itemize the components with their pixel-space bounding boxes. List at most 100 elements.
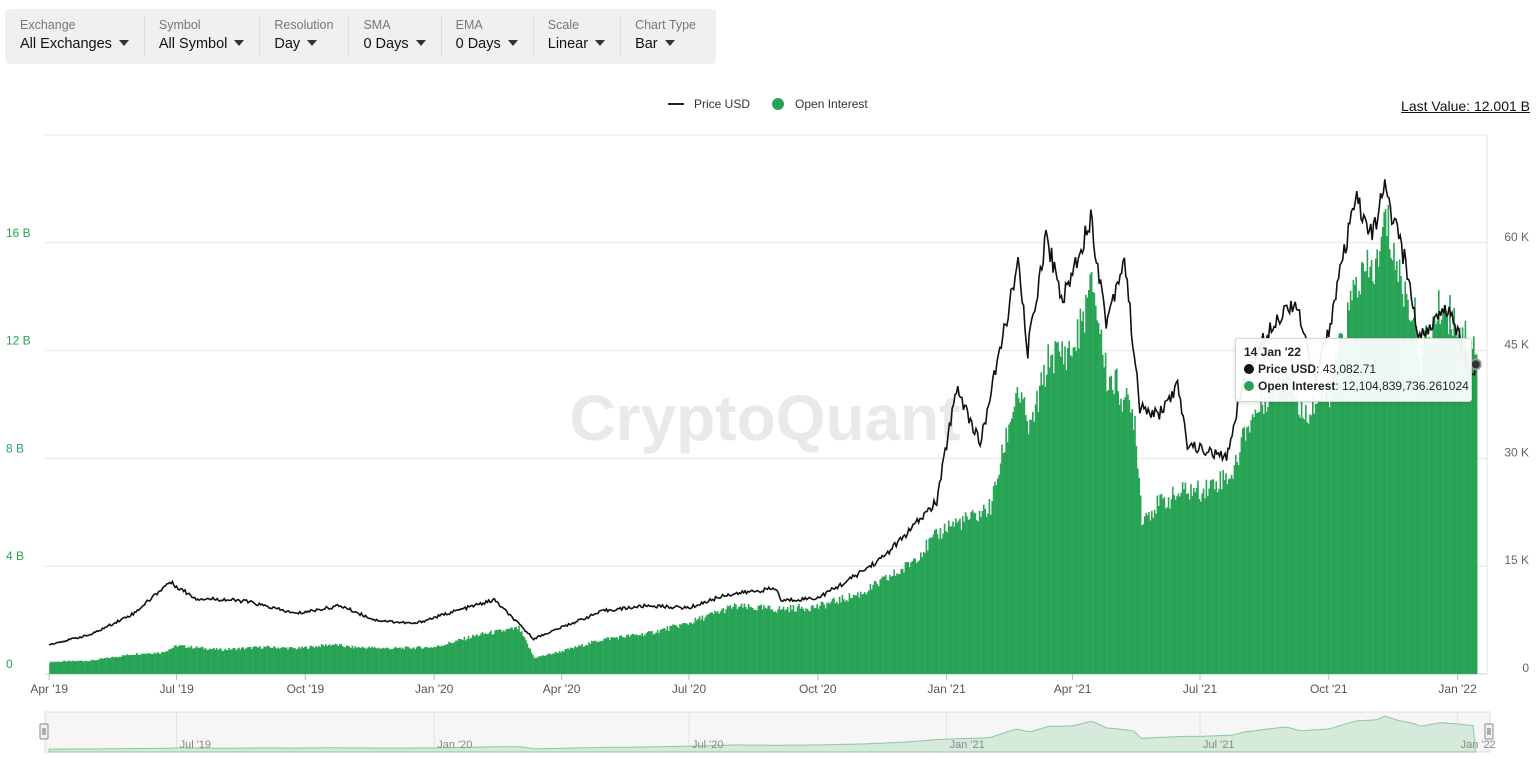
open-interest-bar[interactable]: [1228, 479, 1230, 674]
open-interest-bar[interactable]: [1414, 297, 1416, 674]
open-interest-bar[interactable]: [262, 648, 264, 674]
open-interest-bar[interactable]: [1029, 419, 1031, 674]
open-interest-bar[interactable]: [1183, 489, 1185, 674]
open-interest-bar[interactable]: [1214, 489, 1216, 674]
price-legend-label[interactable]: Price USD: [694, 97, 751, 111]
open-interest-bar[interactable]: [456, 640, 459, 674]
open-interest-bar[interactable]: [656, 629, 659, 674]
open-interest-bar[interactable]: [1253, 417, 1255, 674]
open-interest-bar[interactable]: [430, 647, 432, 674]
open-interest-bar[interactable]: [577, 646, 579, 674]
open-interest-bar[interactable]: [353, 648, 355, 674]
open-interest-bar[interactable]: [354, 646, 356, 674]
open-interest-bar[interactable]: [754, 609, 757, 674]
open-interest-bar[interactable]: [161, 651, 163, 674]
open-interest-bar[interactable]: [50, 661, 53, 674]
open-interest-bar[interactable]: [1072, 347, 1075, 674]
open-interest-bar[interactable]: [231, 649, 233, 674]
open-interest-bar[interactable]: [962, 516, 964, 674]
open-interest-bar[interactable]: [882, 576, 884, 674]
open-interest-bar[interactable]: [276, 648, 278, 674]
open-interest-bar[interactable]: [1337, 352, 1339, 674]
open-interest-bar[interactable]: [521, 631, 523, 674]
open-interest-bar[interactable]: [739, 606, 741, 674]
open-interest-bar[interactable]: [816, 604, 818, 674]
open-interest-bar[interactable]: [855, 595, 858, 674]
open-interest-bar[interactable]: [229, 649, 232, 674]
open-interest-bar[interactable]: [694, 617, 697, 674]
open-interest-bar[interactable]: [1288, 374, 1290, 674]
open-interest-bar[interactable]: [621, 637, 624, 674]
open-interest-bar[interactable]: [750, 607, 753, 674]
open-interest-bar[interactable]: [610, 637, 613, 674]
open-interest-bar[interactable]: [1001, 444, 1003, 674]
open-interest-bar[interactable]: [556, 652, 558, 674]
open-interest-bar[interactable]: [432, 647, 435, 674]
open-interest-bar[interactable]: [472, 634, 474, 674]
open-interest-bar[interactable]: [1296, 402, 1299, 674]
open-interest-bar[interactable]: [722, 608, 725, 674]
open-interest-bar[interactable]: [1302, 417, 1304, 674]
open-interest-bar[interactable]: [1450, 329, 1453, 674]
open-interest-bar[interactable]: [551, 653, 554, 674]
open-interest-bar[interactable]: [120, 656, 123, 674]
open-interest-bar[interactable]: [171, 648, 173, 674]
open-interest-bar[interactable]: [901, 568, 904, 674]
open-interest-bar[interactable]: [451, 642, 453, 674]
open-interest-bar[interactable]: [1398, 259, 1401, 674]
open-interest-bar[interactable]: [529, 648, 531, 674]
open-interest-bar[interactable]: [1170, 499, 1173, 674]
open-interest-bar[interactable]: [467, 636, 470, 674]
open-interest-bar[interactable]: [332, 644, 334, 674]
open-interest-bar[interactable]: [732, 606, 734, 674]
open-interest-bar[interactable]: [851, 598, 853, 674]
open-interest-bar[interactable]: [225, 649, 228, 674]
open-interest-bar[interactable]: [641, 633, 643, 674]
open-interest-bar[interactable]: [1349, 290, 1352, 674]
open-interest-bar[interactable]: [340, 644, 342, 674]
open-interest-bar[interactable]: [1118, 404, 1121, 674]
open-interest-bar[interactable]: [857, 592, 859, 674]
open-interest-bar[interactable]: [341, 646, 344, 674]
open-interest-bar[interactable]: [820, 601, 823, 674]
open-interest-bar[interactable]: [1193, 488, 1195, 674]
open-interest-bar[interactable]: [911, 560, 914, 674]
open-interest-bar[interactable]: [91, 659, 93, 674]
open-interest-bar[interactable]: [1111, 389, 1114, 674]
open-interest-bar[interactable]: [850, 598, 852, 674]
open-interest-bar[interactable]: [445, 644, 447, 674]
open-interest-bar[interactable]: [929, 537, 932, 674]
open-interest-bar[interactable]: [455, 640, 457, 674]
open-interest-bar[interactable]: [1018, 398, 1020, 674]
open-interest-bar[interactable]: [1341, 334, 1343, 674]
open-interest-bar[interactable]: [1372, 281, 1374, 674]
open-interest-bar[interactable]: [206, 649, 208, 674]
open-interest-bar[interactable]: [596, 642, 599, 674]
open-interest-bar[interactable]: [528, 647, 530, 674]
open-interest-bar[interactable]: [970, 511, 972, 674]
open-interest-bar[interactable]: [925, 539, 928, 674]
open-interest-bar[interactable]: [585, 644, 587, 674]
open-interest-bar[interactable]: [1281, 379, 1283, 674]
open-interest-bar[interactable]: [199, 647, 201, 674]
open-interest-bar[interactable]: [166, 651, 169, 674]
open-interest-bar[interactable]: [600, 640, 603, 674]
open-interest-bar[interactable]: [1148, 512, 1150, 674]
open-interest-bar[interactable]: [1391, 260, 1394, 674]
open-interest-bar[interactable]: [724, 613, 726, 674]
open-interest-bar[interactable]: [411, 648, 414, 674]
open-interest-bar[interactable]: [1411, 320, 1413, 674]
open-interest-bar[interactable]: [593, 640, 596, 674]
open-interest-bar[interactable]: [1002, 453, 1005, 674]
open-interest-bar[interactable]: [738, 606, 740, 674]
open-interest-bar[interactable]: [605, 638, 607, 674]
open-interest-bar[interactable]: [1013, 406, 1016, 674]
open-interest-bar[interactable]: [1209, 480, 1212, 674]
open-interest-bar[interactable]: [743, 603, 746, 674]
open-interest-bar[interactable]: [1117, 391, 1119, 674]
open-interest-bar[interactable]: [623, 637, 625, 674]
open-interest-bar[interactable]: [67, 660, 69, 674]
open-interest-bar[interactable]: [1418, 358, 1420, 674]
open-interest-bar[interactable]: [858, 597, 860, 674]
open-interest-bar[interactable]: [673, 624, 676, 674]
